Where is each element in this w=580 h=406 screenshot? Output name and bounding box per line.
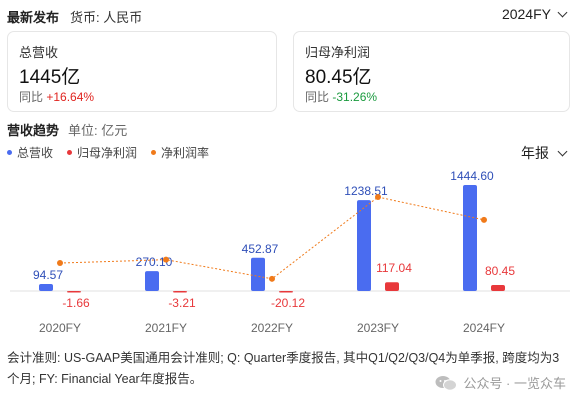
revenue-data-label: 94.57	[33, 268, 63, 282]
card-change: 同比 -31.26%	[305, 88, 377, 105]
section-unit: 单位: 亿元	[68, 123, 128, 138]
chart-legend: 总营收 归母净利润 净利润率	[7, 144, 209, 161]
revenue-bar	[145, 271, 159, 291]
net-profit-card[interactable]: 归母净利润 80.45亿 同比 -31.26%	[293, 31, 570, 112]
x-tick-label: 2023FY	[357, 321, 399, 335]
card-value: 1445亿	[19, 67, 81, 88]
net-profit-bar	[385, 282, 399, 291]
legend-label: 净利润率	[161, 146, 210, 160]
net-profit-bar	[67, 291, 81, 293]
year-selector[interactable]: 2024FY	[501, 6, 568, 22]
revenue-bar	[463, 185, 477, 291]
legend-dot-icon	[151, 150, 157, 155]
revenue-data-label: 1238.51	[344, 184, 388, 198]
x-tick-label: 2021FY	[145, 321, 187, 335]
net-profit-bar	[173, 291, 187, 293]
page-title: 最新发布	[7, 10, 60, 25]
watermark-text: 公众号 · 一览众车	[463, 376, 566, 391]
legend-dot-icon	[67, 150, 73, 155]
net-profit-data-label: 117.04	[376, 261, 412, 275]
section-title: 营收趋势	[7, 123, 60, 138]
card-change: 同比 +16.64%	[19, 88, 94, 105]
currency-label: 货币: 人民币	[70, 10, 143, 25]
net-profit-bar	[491, 284, 505, 291]
net-profit-bar	[279, 291, 293, 293]
revenue-bar	[357, 200, 371, 291]
change-prefix: 同比	[19, 90, 44, 104]
period-selector-label: 年报	[521, 145, 549, 161]
chevron-down-icon	[557, 146, 568, 156]
revenue-chart: 94.57-1.662020FY270.10-3.212021FY452.87-…	[10, 169, 570, 335]
margin-point	[375, 194, 381, 201]
legend-label: 归母净利润	[77, 146, 138, 160]
card-label: 归母净利润	[305, 45, 371, 60]
change-value: -31.26%	[332, 90, 378, 104]
x-tick-label: 2022FY	[251, 321, 293, 335]
chevron-down-icon	[557, 7, 568, 17]
legend-label: 总营收	[17, 146, 54, 160]
change-prefix: 同比	[305, 90, 330, 104]
x-tick-label: 2024FY	[463, 321, 505, 335]
legend-item-revenue[interactable]: 总营收	[7, 144, 53, 161]
legend-item-net-profit[interactable]: 归母净利润	[67, 144, 137, 161]
footnote: 会计准则: US-GAAP美国通用会计准则; Q: Quarter季度报告, 其…	[7, 351, 560, 386]
margin-point	[163, 256, 169, 263]
change-value: +16.64%	[46, 90, 95, 104]
year-selector-label: 2024FY	[501, 6, 551, 22]
top-bar: 最新发布 货币: 人民币 2024FY	[0, 0, 580, 30]
wechat-icon	[435, 375, 458, 391]
revenue-card[interactable]: 总营收 1445亿 同比 +16.64%	[7, 31, 277, 112]
period-selector[interactable]: 年报	[521, 143, 568, 163]
revenue-bar	[39, 284, 53, 291]
card-value: 80.45亿	[305, 67, 372, 88]
margin-point	[269, 275, 275, 282]
net-profit-data-label: -1.66	[62, 296, 90, 310]
watermark: 公众号 · 一览众车	[435, 373, 566, 392]
net-profit-data-label: -3.21	[168, 296, 196, 310]
margin-point	[57, 260, 63, 267]
legend-dot-icon	[7, 150, 12, 155]
net-profit-data-label: 80.45	[485, 264, 515, 278]
legend-item-margin[interactable]: 净利润率	[151, 144, 209, 161]
revenue-bar	[251, 257, 265, 291]
x-tick-label: 2020FY	[39, 321, 81, 335]
card-label: 总营收	[19, 45, 59, 60]
margin-line	[59, 196, 485, 280]
net-profit-data-label: -20.12	[271, 296, 305, 310]
margin-point	[481, 216, 487, 223]
revenue-data-label: 452.87	[242, 242, 279, 256]
revenue-data-label: 1444.60	[450, 169, 494, 183]
